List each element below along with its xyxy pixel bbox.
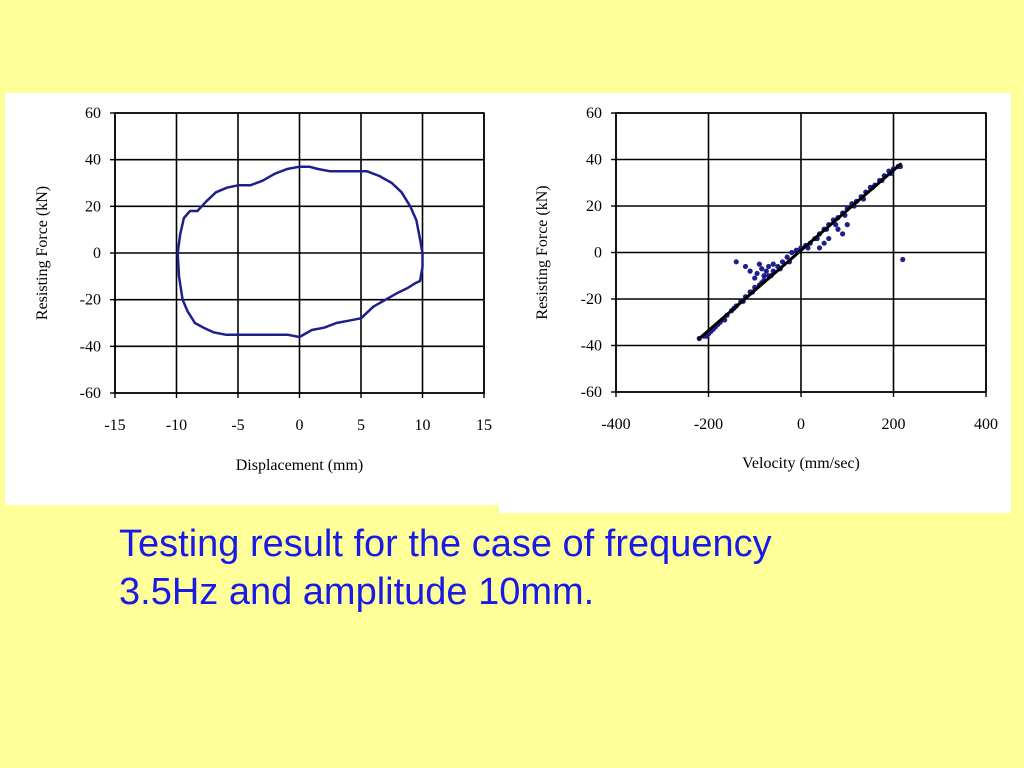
scatter-point [763, 268, 769, 274]
x-tick-label: 200 [882, 416, 906, 433]
x-tick-label: -400 [601, 416, 630, 433]
scatter-point [821, 240, 827, 246]
y-tick-label: -20 [80, 292, 101, 309]
y-axis-title: Resisting Force (kN) [534, 185, 551, 319]
chart-panel-velocity: -60 -40 -20 0 20 40 60 -400 -200 0 200 400 Velocity … [499, 93, 1011, 513]
y-tick-label: -40 [80, 338, 101, 355]
y-tick-label: -40 [581, 338, 602, 355]
scatter-point [779, 259, 786, 265]
x-tick-label: 15 [476, 417, 492, 434]
scatter-point [816, 245, 823, 251]
scatter-point [784, 254, 790, 260]
y-tick-label: 40 [85, 152, 101, 169]
scatter-point [759, 266, 765, 272]
scatter-point [766, 263, 772, 270]
scatter-point [761, 273, 767, 279]
scatter-point [770, 261, 776, 267]
x-axis-title: Velocity (mm/sec) [742, 455, 860, 472]
scatter-point [900, 256, 906, 263]
x-axis-title: Displacement (mm) [236, 457, 364, 474]
y-tick-label: 0 [594, 245, 602, 262]
scatter-point [752, 275, 758, 281]
scatter-point [840, 231, 846, 237]
caption-line-2: 3.5Hz and amplitude 10mm. [119, 571, 595, 613]
y-tick-label: 40 [586, 152, 602, 169]
scatter-point [789, 249, 795, 256]
scatter-point [835, 226, 841, 232]
y-tick-label: -20 [581, 291, 602, 308]
y-tick-label: 60 [85, 105, 101, 122]
y-tick-label: 20 [85, 198, 101, 215]
scatter-point [826, 235, 832, 242]
x-tick-label: -10 [166, 417, 187, 434]
x-tick-label: 400 [974, 416, 998, 433]
y-tick-label: 60 [586, 105, 602, 122]
scatter-point [742, 263, 749, 270]
y-tick-label: 20 [586, 198, 602, 215]
y-tick-label: -60 [80, 385, 101, 402]
y-tick-label: 0 [93, 245, 101, 262]
hysteresis-loop-line [176, 165, 424, 339]
scatter-point [733, 259, 739, 265]
x-tick-label: -15 [104, 417, 125, 434]
scatter-point [756, 261, 762, 267]
caption-line-1: Testing result for the case of frequency [119, 523, 772, 565]
x-tick-label: 10 [415, 417, 431, 434]
chart-panel-displacement: -60 -40 -20 0 20 40 60 -15 -10 -5 0 5 10 15 Displaceme… [5, 93, 500, 505]
scatter-point [747, 268, 753, 274]
x-tick-label: 5 [357, 417, 365, 434]
x-tick-label: -200 [694, 416, 723, 433]
x-tick-label: 0 [296, 417, 304, 434]
y-axis-title: Resisting Force (kN) [34, 186, 51, 320]
y-tick-label: -60 [581, 384, 602, 401]
fit-line [697, 162, 902, 340]
scatter-point [844, 222, 850, 228]
scatter-point [754, 270, 760, 277]
x-tick-label: -5 [231, 417, 244, 434]
slide-caption: Testing result for the case of frequency… [119, 520, 959, 616]
displacement-force-chart: -60 -40 -20 0 20 40 60 -15 -10 -5 0 5 10 15 Displaceme… [34, 105, 492, 474]
x-tick-label: 0 [797, 416, 805, 433]
